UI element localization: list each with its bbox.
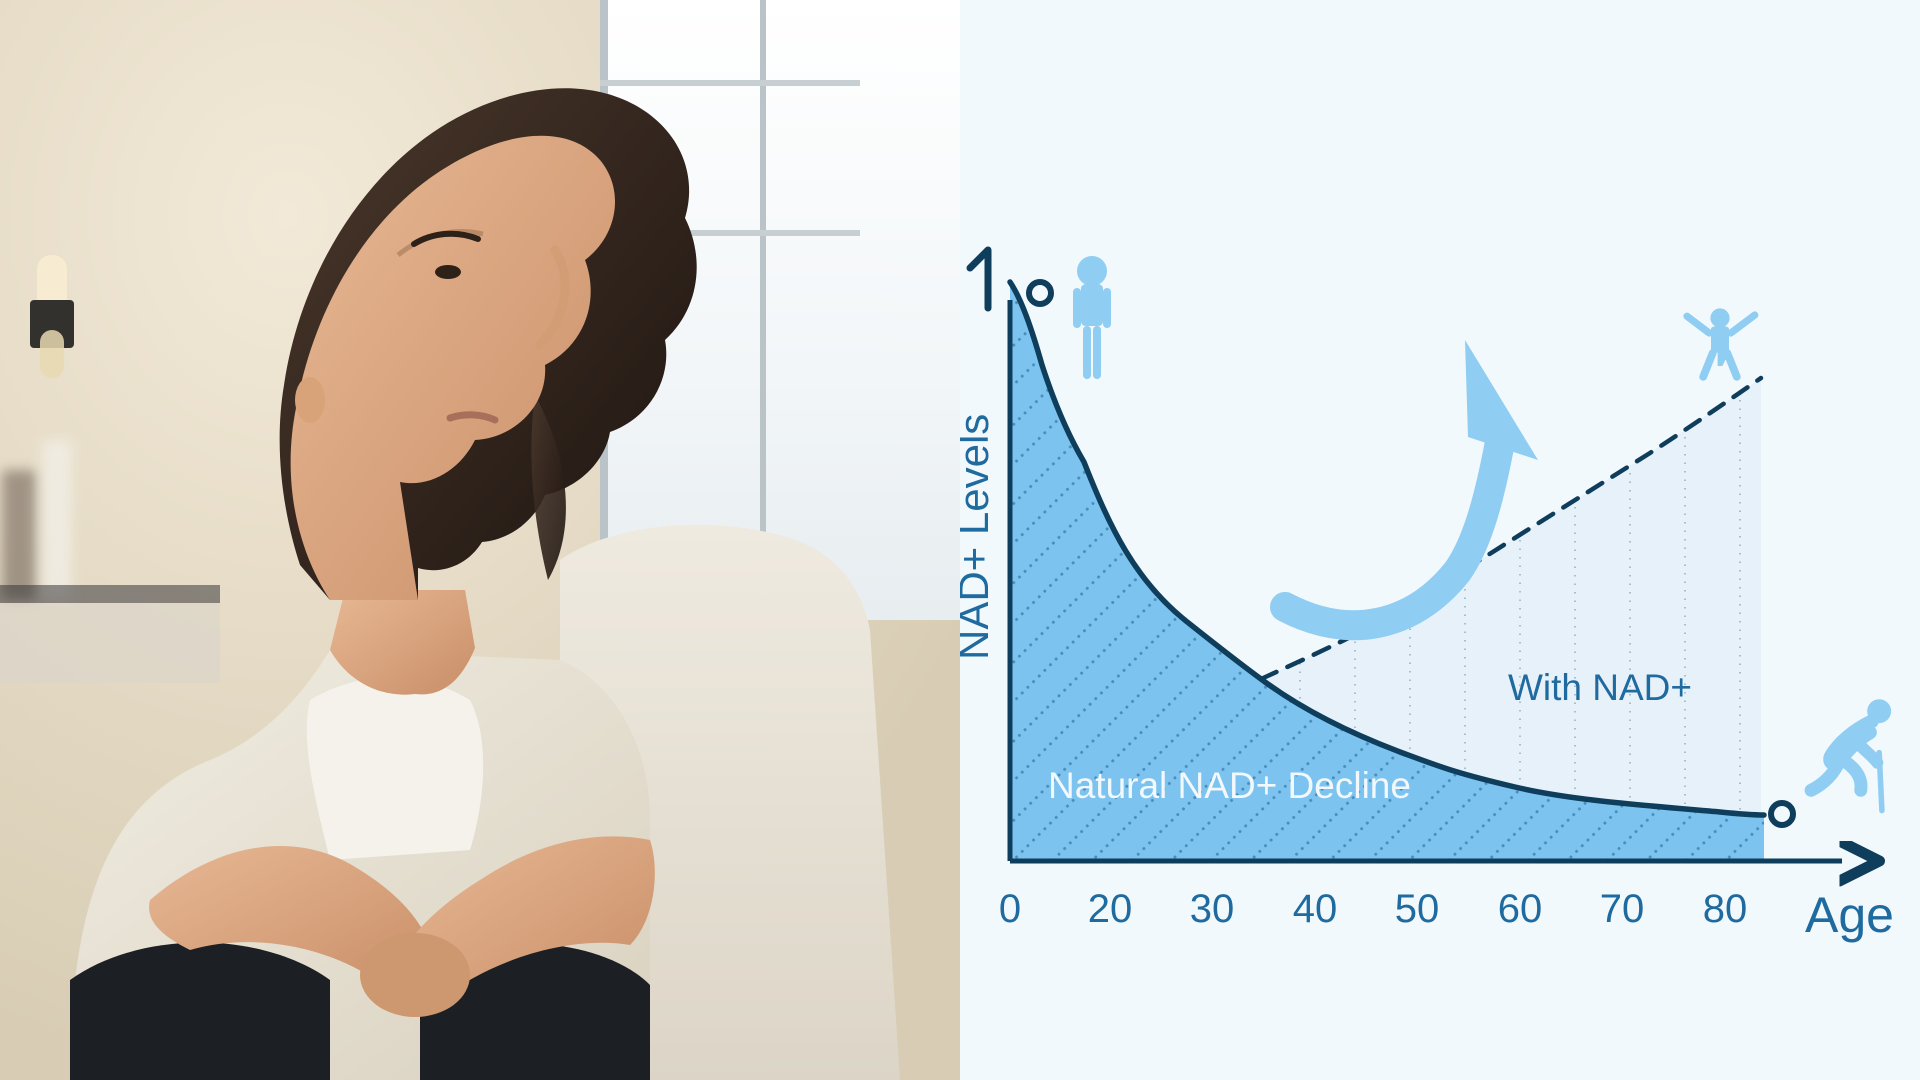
svg-text:60: 60 xyxy=(1498,887,1543,931)
svg-text:With NAD+: With NAD+ xyxy=(1508,667,1692,708)
svg-text:50: 50 xyxy=(1395,887,1440,931)
svg-text:Age: Age xyxy=(1805,887,1894,943)
svg-text:40: 40 xyxy=(1293,887,1338,931)
svg-text:70: 70 xyxy=(1600,887,1645,931)
svg-text:NAD+ Levels: NAD+ Levels xyxy=(960,414,997,660)
svg-text:20: 20 xyxy=(1088,887,1133,931)
svg-text:80: 80 xyxy=(1703,887,1748,931)
svg-text:Natural NAD+ Decline: Natural NAD+ Decline xyxy=(1048,765,1411,806)
svg-text:30: 30 xyxy=(1190,887,1235,931)
svg-text:0: 0 xyxy=(999,887,1021,931)
